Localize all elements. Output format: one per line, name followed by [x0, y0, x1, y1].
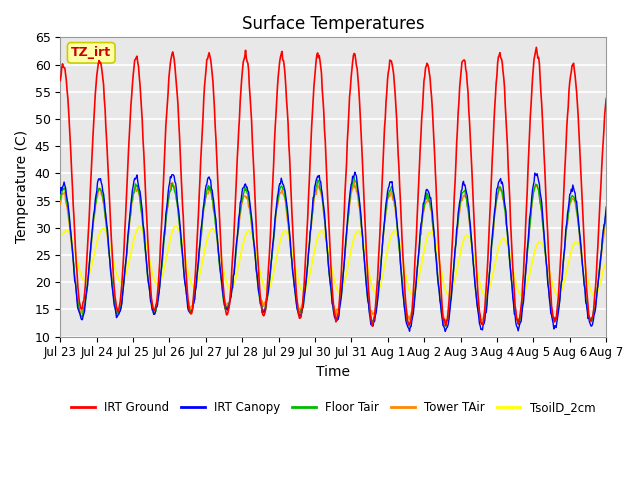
Title: Surface Temperatures: Surface Temperatures: [242, 15, 424, 33]
Tower TAir: [417, 235, 424, 240]
Text: TZ_irt: TZ_irt: [71, 46, 111, 60]
TsoilD_2cm: [56, 232, 64, 238]
Tower TAir: [56, 201, 64, 207]
TsoilD_2cm: [554, 292, 562, 298]
Tower TAir: [67, 230, 74, 236]
IRT Ground: [417, 146, 424, 152]
Floor Tair: [350, 174, 358, 180]
Floor Tair: [207, 187, 214, 193]
IRT Canopy: [417, 229, 424, 235]
TsoilD_2cm: [172, 223, 180, 229]
Floor Tair: [56, 196, 64, 202]
Y-axis label: Temperature (C): Temperature (C): [15, 131, 29, 243]
Floor Tair: [178, 247, 186, 253]
IRT Ground: [122, 196, 130, 202]
IRT Ground: [401, 275, 408, 281]
TsoilD_2cm: [602, 260, 610, 266]
TsoilD_2cm: [401, 264, 408, 270]
TsoilD_2cm: [179, 241, 186, 247]
Tower TAir: [350, 179, 358, 184]
Tower TAir: [602, 215, 610, 221]
Line: IRT Ground: IRT Ground: [60, 48, 606, 326]
IRT Ground: [207, 57, 214, 62]
Line: Floor Tair: Floor Tair: [60, 177, 606, 326]
Tower TAir: [401, 296, 408, 302]
IRT Ground: [369, 323, 376, 329]
IRT Ground: [56, 78, 64, 84]
IRT Ground: [532, 45, 540, 50]
IRT Canopy: [351, 169, 359, 175]
IRT Canopy: [122, 254, 130, 260]
Floor Tair: [122, 254, 130, 260]
TsoilD_2cm: [122, 270, 130, 276]
IRT Ground: [178, 186, 186, 192]
TsoilD_2cm: [67, 231, 74, 237]
Floor Tair: [401, 303, 408, 309]
X-axis label: Time: Time: [316, 365, 350, 379]
TsoilD_2cm: [417, 268, 424, 274]
IRT Canopy: [442, 328, 449, 334]
Legend: IRT Ground, IRT Canopy, Floor Tair, Tower TAir, TsoilD_2cm: IRT Ground, IRT Canopy, Floor Tair, Towe…: [67, 396, 600, 419]
IRT Canopy: [67, 223, 74, 228]
IRT Canopy: [602, 204, 610, 210]
IRT Canopy: [207, 177, 214, 183]
TsoilD_2cm: [207, 226, 215, 232]
Floor Tair: [417, 232, 424, 238]
Line: IRT Canopy: IRT Canopy: [60, 172, 606, 331]
IRT Canopy: [401, 304, 408, 310]
Tower TAir: [207, 188, 214, 194]
Line: Tower TAir: Tower TAir: [60, 181, 606, 322]
Tower TAir: [588, 319, 596, 325]
Floor Tair: [67, 226, 74, 231]
Line: TsoilD_2cm: TsoilD_2cm: [60, 226, 606, 295]
Tower TAir: [122, 255, 130, 261]
IRT Canopy: [178, 243, 186, 249]
IRT Ground: [67, 135, 74, 141]
IRT Ground: [602, 96, 610, 101]
Floor Tair: [602, 212, 610, 218]
Floor Tair: [442, 324, 449, 329]
IRT Canopy: [56, 191, 64, 196]
Tower TAir: [178, 245, 186, 251]
